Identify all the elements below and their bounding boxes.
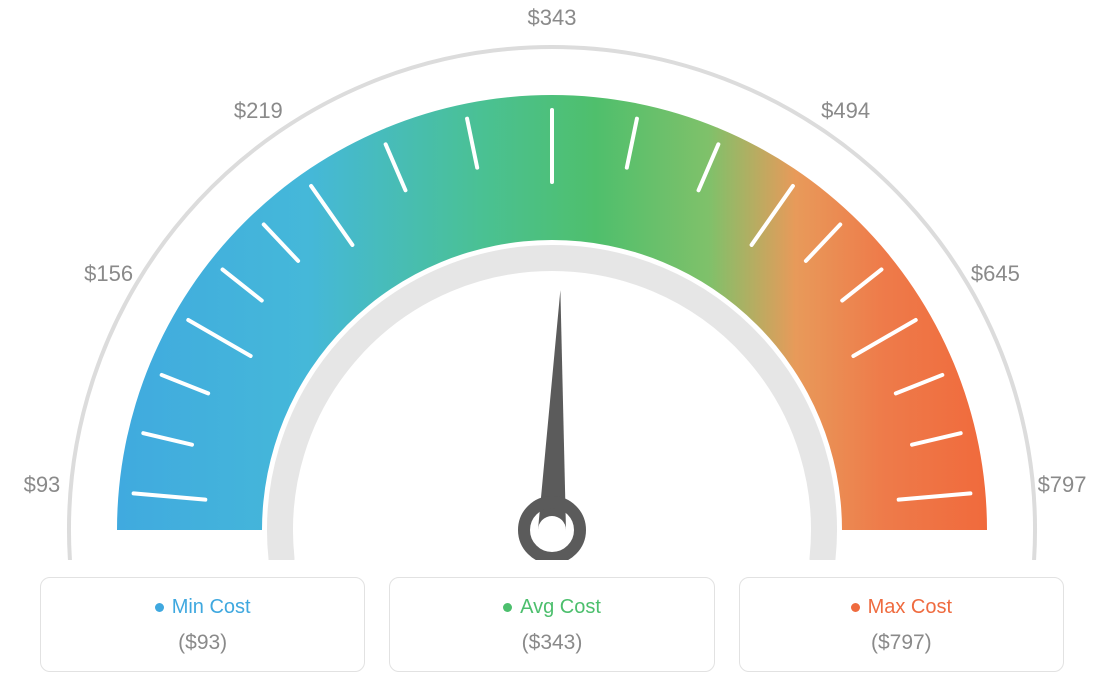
legend-label-avg: Avg Cost bbox=[520, 596, 601, 619]
gauge-tick-label: $494 bbox=[821, 98, 870, 124]
gauge-tick-label: $156 bbox=[84, 261, 133, 287]
gauge-tick-label: $645 bbox=[971, 261, 1020, 287]
gauge-tick-label: $219 bbox=[234, 98, 283, 124]
legend-dot-min bbox=[155, 603, 164, 612]
gauge-tick-label: $343 bbox=[528, 5, 577, 31]
legend-card-min: Min Cost ($93) bbox=[40, 577, 365, 672]
legend-title-avg: Avg Cost bbox=[503, 596, 601, 619]
legend-title-min: Min Cost bbox=[155, 596, 251, 619]
gauge-tick-label: $797 bbox=[1038, 472, 1087, 498]
gauge-container: $93 $156 $219 $343 $494 $645 $797 bbox=[0, 0, 1104, 560]
legend-card-max: Max Cost ($797) bbox=[739, 577, 1064, 672]
legend-value-avg: ($343) bbox=[410, 631, 693, 655]
legend-row: Min Cost ($93) Avg Cost ($343) Max Cost … bbox=[0, 577, 1104, 672]
legend-value-min: ($93) bbox=[61, 631, 344, 655]
gauge-tick-label: $93 bbox=[24, 472, 61, 498]
legend-label-max: Max Cost bbox=[868, 596, 952, 619]
legend-dot-max bbox=[851, 603, 860, 612]
legend-card-avg: Avg Cost ($343) bbox=[389, 577, 714, 672]
legend-label-min: Min Cost bbox=[172, 596, 251, 619]
legend-title-max: Max Cost bbox=[851, 596, 952, 619]
legend-dot-avg bbox=[503, 603, 512, 612]
legend-value-max: ($797) bbox=[760, 631, 1043, 655]
gauge-svg bbox=[0, 0, 1104, 560]
